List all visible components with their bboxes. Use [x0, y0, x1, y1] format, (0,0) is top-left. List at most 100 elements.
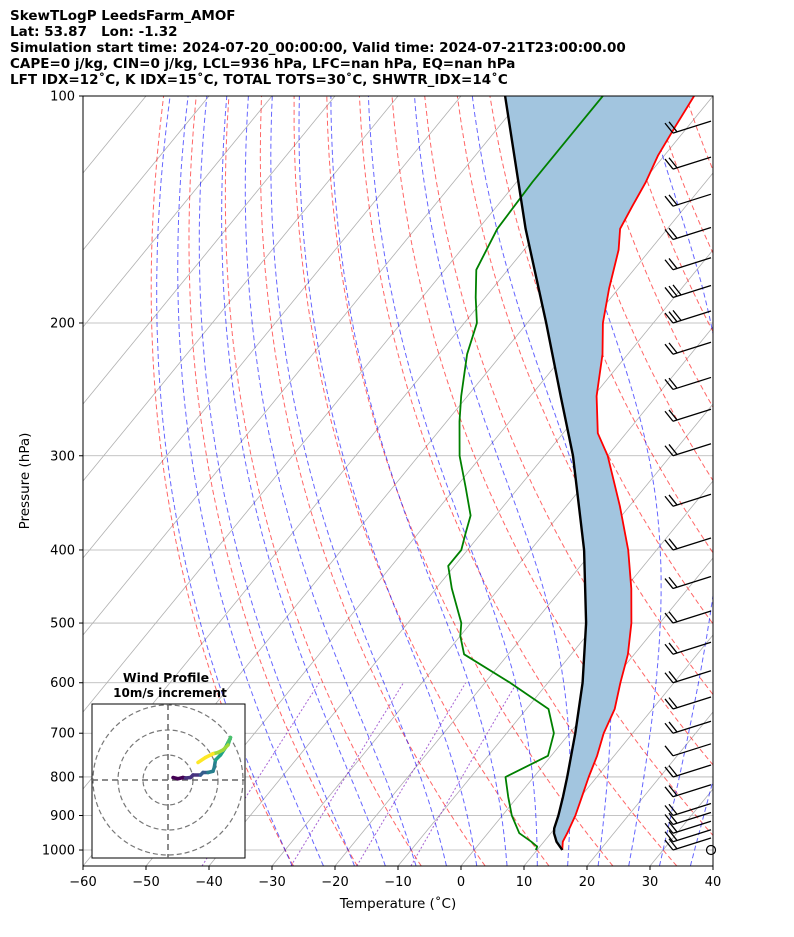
dewpoint-profile-line [447, 96, 604, 851]
dry-adiabat-line [188, 96, 358, 866]
isotherm-line [83, 96, 273, 328]
dry-adiabat-line [358, 96, 678, 866]
time-line: Simulation start time: 2024-07-20_00:00:… [10, 40, 626, 56]
moist-adiabat-line [645, 96, 713, 866]
wind-barb-shaft [672, 310, 712, 324]
wind-barb [664, 820, 712, 834]
isotherm-line [83, 96, 210, 251]
x-tick-label: −50 [132, 875, 159, 890]
wind-barb-shaft [672, 120, 712, 134]
moist-adiabat-line [270, 96, 447, 866]
wind-barb-shaft [672, 226, 712, 241]
wind-barb-flag [668, 642, 678, 654]
wind-barb [664, 537, 712, 551]
wind-barb-flag [668, 444, 678, 455]
wind-barb-flag [668, 611, 678, 623]
wind-barb-shaft [672, 493, 712, 507]
wind-barb-flag [664, 672, 674, 684]
wind-barb-flag [664, 410, 674, 422]
wind-barb-shaft [672, 156, 712, 170]
y-tick-label: 500 [50, 617, 75, 632]
y-tick-label: 100 [50, 90, 75, 105]
wind-barbs [664, 120, 717, 856]
y-tick-label: 400 [50, 543, 75, 558]
y-axis-label: Pressure (hPa) [17, 433, 33, 530]
moist-adiabat-line [244, 96, 417, 866]
wind-barb-flag [668, 377, 678, 389]
wind-barb-flag [664, 312, 674, 324]
wind-barb [664, 764, 712, 778]
wind-barb-shaft [672, 720, 712, 734]
wind-barb-flag [664, 786, 674, 798]
isotherm-line [145, 172, 713, 866]
wind-barb [664, 720, 712, 734]
wind-barb-flag [668, 285, 678, 297]
y-tick-label: 1000 [42, 844, 75, 859]
hodograph-trace-segment [196, 755, 208, 765]
x-tick-label: −30 [258, 875, 285, 890]
wind-barb-flag [664, 122, 674, 134]
moist-adiabat-line [414, 96, 571, 866]
wind-barb-flag [664, 158, 674, 170]
wind-barb-flag [664, 831, 674, 843]
mixing-ratio-line [356, 682, 467, 866]
dry-adiabat-line [259, 96, 486, 866]
wind-barb-flag [664, 259, 674, 271]
y-tick-label: 300 [50, 449, 75, 464]
wind-barb-flag [668, 157, 678, 169]
cape-line: CAPE=0 j/kg, CIN=0 j/kg, LCL=936 hPa, LF… [10, 56, 516, 72]
wind-barb [664, 837, 712, 851]
y-tick-label: 800 [50, 770, 75, 785]
moist-adiabat-line [721, 96, 794, 866]
dry-adiabat-line [685, 96, 713, 172]
wind-barb-flag [668, 409, 678, 421]
wind-barb-shaft [672, 284, 712, 299]
wind-barb-flag [664, 287, 674, 298]
wind-barb-flag [672, 284, 682, 296]
x-tick-label: 0 [457, 875, 465, 890]
dry-adiabat-line [224, 96, 422, 866]
y-tick-label: 200 [50, 316, 75, 331]
wind-barb [664, 575, 712, 590]
moist-adiabat-line [298, 96, 478, 866]
wind-barb-shaft [672, 811, 712, 826]
wind-barb [664, 309, 712, 324]
wind-barb-flag [668, 227, 678, 239]
wind-barb-flag [672, 309, 682, 321]
isotherm-line [208, 249, 713, 866]
wind-barb-flag [668, 838, 678, 850]
wind-barb-shaft [672, 193, 712, 207]
wind-barb [664, 696, 712, 710]
wind-barb [664, 443, 712, 457]
dry-adiabat-line [150, 96, 294, 866]
wind-barb-flag [668, 494, 678, 506]
y-tick-label: 600 [50, 676, 75, 691]
wind-barb-flag [664, 698, 674, 710]
wind-barb-flag [664, 839, 674, 851]
wind-barb-shaft [672, 820, 712, 834]
isotherm-line [83, 96, 336, 405]
wind-barb-shaft [672, 443, 712, 457]
wind-barb [664, 120, 712, 134]
wind-barb-flag [664, 612, 674, 624]
wind-barb-flag [668, 121, 678, 133]
x-axis-label: Temperature (˚C) [339, 895, 457, 912]
wind-barb [664, 670, 712, 684]
moist-adiabat-line [689, 778, 713, 866]
location-line: Lat: 53.87 Lon: -1.32 [10, 24, 178, 40]
wind-barb-flag [668, 194, 678, 206]
wind-barb [664, 610, 712, 624]
wind-barb-flag [668, 311, 678, 323]
wind-barb-flag [664, 643, 674, 655]
hodograph-title: Wind Profile [123, 670, 209, 685]
wind-barb-shaft [672, 764, 712, 778]
wind-barb-flag [668, 785, 678, 796]
wind-barb-flag [664, 766, 674, 778]
wind-barb-flag [664, 379, 674, 390]
isotherm-line [83, 96, 84, 97]
wind-barb-flag [664, 445, 674, 457]
dry-adiabat-line [718, 96, 794, 866]
wind-barb-shaft [672, 670, 712, 684]
wind-barb [664, 193, 712, 207]
